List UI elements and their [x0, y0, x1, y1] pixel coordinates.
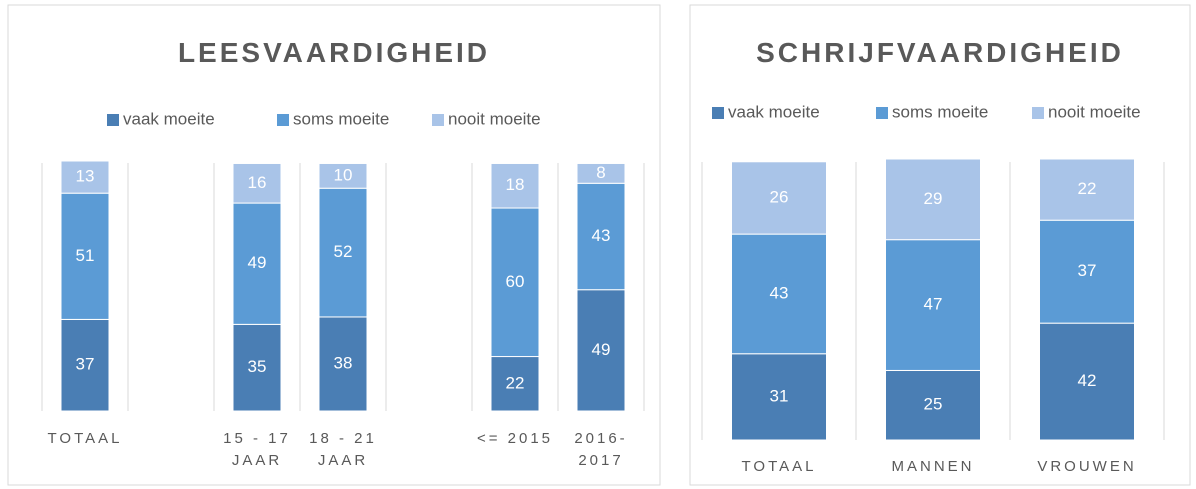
- data-label: 25: [924, 395, 943, 414]
- data-label: 37: [76, 355, 95, 374]
- bar-segment: [885, 369, 981, 441]
- x-tick-label: 2016-2017: [574, 430, 628, 469]
- bar-segment: [1039, 158, 1135, 221]
- chart-title: LEESVAARDIGHEID: [178, 37, 490, 68]
- bar-segment: [885, 239, 981, 371]
- data-label: 26: [770, 187, 789, 206]
- data-label: 8: [596, 163, 605, 182]
- data-label: 43: [592, 226, 611, 245]
- x-tick-label: 18 - 21 JAAR: [309, 430, 377, 469]
- data-label: 22: [1078, 179, 1097, 198]
- bar-segment: [885, 158, 981, 241]
- bar-segment: [232, 162, 282, 204]
- x-tick-label: <= 2015: [476, 430, 554, 447]
- legend-swatch: [107, 114, 119, 126]
- bar-segment: [232, 323, 282, 412]
- data-label: 10: [334, 165, 353, 184]
- bar-segment: [576, 182, 626, 291]
- data-label: 60: [506, 272, 525, 291]
- bar-segment: [60, 192, 110, 320]
- chart-title: SCHRIJFVAARDIGHEID: [756, 37, 1124, 68]
- legend-label: nooit moeite: [1048, 102, 1141, 121]
- data-label: 29: [924, 189, 943, 208]
- legend-swatch: [277, 114, 289, 126]
- legend-label: vaak moeite: [728, 102, 820, 121]
- legend-label: soms moeite: [892, 102, 988, 121]
- legend-swatch: [1032, 107, 1044, 119]
- data-label: 52: [334, 242, 353, 261]
- bar-segment: [731, 233, 827, 355]
- data-label: 43: [770, 283, 789, 302]
- bar-segment: [1039, 219, 1135, 324]
- data-label: 38: [334, 353, 353, 372]
- data-label: 31: [770, 386, 789, 405]
- data-label: 49: [248, 253, 267, 272]
- data-label: 22: [506, 373, 525, 392]
- bar-segment: [490, 356, 540, 412]
- data-label: 47: [924, 295, 943, 314]
- bar-segment: [318, 316, 368, 412]
- bar-segment: [490, 162, 540, 209]
- legend-label: nooit moeite: [448, 109, 541, 128]
- bar-segment: [60, 318, 110, 412]
- data-label: 49: [592, 340, 611, 359]
- x-tick-label: TOTAAL: [741, 458, 817, 475]
- data-label: 16: [248, 173, 267, 192]
- data-label: 18: [506, 175, 525, 194]
- bar-segment: [731, 353, 827, 441]
- legend-label: soms moeite: [293, 109, 389, 128]
- data-label: 35: [248, 357, 267, 376]
- data-label: 37: [1078, 261, 1097, 280]
- data-label: 51: [76, 246, 95, 265]
- x-tick-label: MANNEN: [891, 458, 975, 475]
- x-tick-label: VROUWEN: [1037, 458, 1137, 475]
- data-label: 42: [1078, 371, 1097, 390]
- bar-segment: [1039, 322, 1135, 441]
- legend-swatch: [712, 107, 724, 119]
- bar-segment: [490, 207, 540, 358]
- bar-segment: [318, 162, 368, 189]
- legend-label: vaak moeite: [123, 109, 215, 128]
- bar-segment: [60, 160, 110, 194]
- bar-segment: [576, 289, 626, 412]
- x-tick-label: TOTAAL: [47, 430, 123, 447]
- bar-segment: [232, 202, 282, 325]
- x-tick-label: 15 - 17 JAAR: [223, 430, 291, 469]
- bar-segment: [731, 161, 827, 235]
- legend-swatch: [432, 114, 444, 126]
- bar-segment: [576, 162, 626, 184]
- legend-swatch: [876, 107, 888, 119]
- data-label: 13: [76, 167, 95, 186]
- panel: [689, 4, 1191, 486]
- panel: [7, 4, 661, 486]
